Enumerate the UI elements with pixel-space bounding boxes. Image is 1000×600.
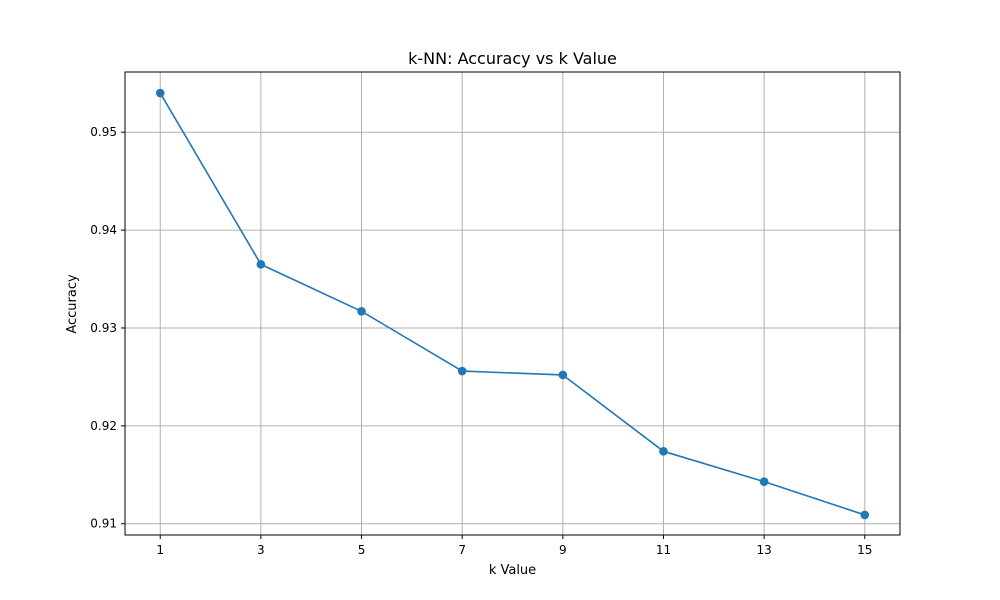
x-tick-label: 13 (756, 543, 771, 557)
data-point (155, 88, 165, 98)
x-tick-label: 3 (257, 543, 265, 557)
chart-title: k-NN: Accuracy vs k Value (408, 49, 617, 68)
data-point (457, 366, 467, 376)
x-tick-label: 1 (156, 543, 164, 557)
x-tick-label: 5 (358, 543, 366, 557)
grid (125, 72, 900, 535)
series-line (159, 92, 866, 516)
data-point (759, 477, 769, 486)
y-tick-label: 0.93 (90, 321, 117, 335)
data-point (357, 307, 366, 316)
y-tick-label: 0.94 (90, 223, 117, 237)
data-point (659, 447, 668, 456)
x-tick-label: 11 (656, 543, 671, 557)
data-point (558, 370, 568, 380)
y-tick-label: 0.92 (90, 419, 117, 433)
x-tick-label: 9 (559, 543, 567, 557)
plot-area-border (124, 71, 901, 536)
y-tick-label: 0.95 (90, 125, 117, 139)
y-axis-ticks: 0.91 0.92 0.93 0.94 0.95 (90, 125, 125, 531)
x-tick-label: 15 (857, 543, 872, 557)
x-axis-ticks: 1 3 5 7 9 11 13 15 (156, 535, 872, 557)
y-tick-label: 0.91 (90, 517, 117, 531)
x-axis-label: k Value (489, 563, 536, 578)
data-point (256, 260, 266, 269)
x-tick-label: 7 (458, 543, 466, 557)
y-axis-label: Accuracy (65, 274, 80, 334)
series (155, 88, 870, 520)
data-point (860, 510, 870, 520)
